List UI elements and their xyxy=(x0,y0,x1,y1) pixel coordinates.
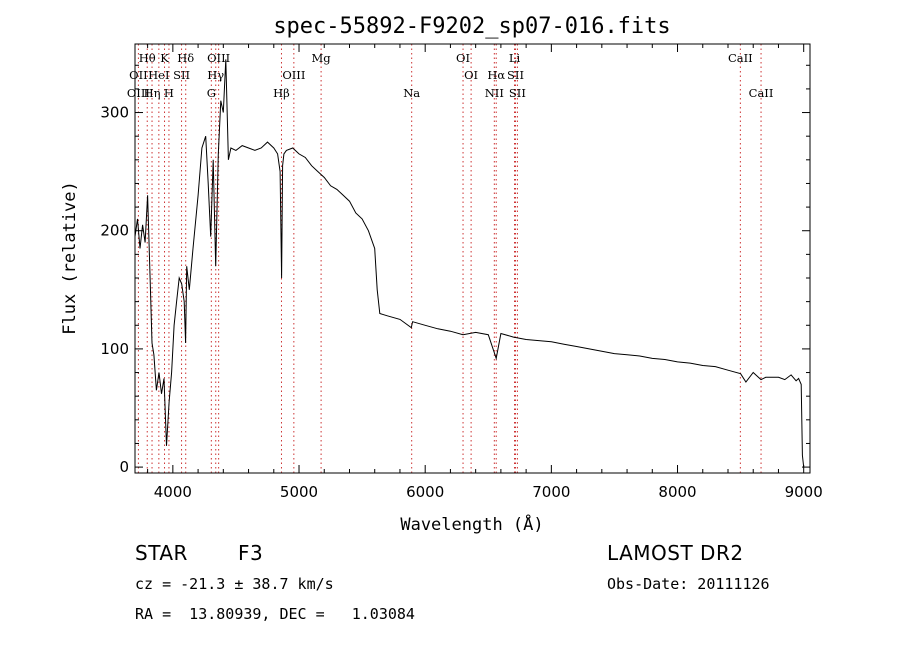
survey-name: LAMOST DR2 xyxy=(607,541,744,565)
marker-label: HeI xyxy=(148,68,169,82)
x-axis-ticks: 4000 5000 6000 7000 8000 9000 xyxy=(147,44,823,501)
marker-label: K xyxy=(160,51,169,65)
x-tick-label: 8000 xyxy=(658,483,696,501)
coordinates: RA = 13.80939, DEC = 1.03084 xyxy=(135,605,415,623)
y-axis-ticks: 0 100 200 300 xyxy=(100,64,810,476)
marker-label: CaII xyxy=(728,51,753,65)
marker-label: CaII xyxy=(749,86,774,100)
marker-label: OIII xyxy=(127,86,150,100)
marker-label: SII xyxy=(507,68,524,82)
marker-label: Hη xyxy=(144,86,161,100)
marker-label: Hθ xyxy=(139,51,156,65)
marker-label: Li xyxy=(509,51,521,65)
spectrum-line xyxy=(134,59,805,468)
x-axis-label: Wavelength (Å) xyxy=(400,513,543,535)
marker-label: Hγ xyxy=(207,68,224,82)
marker-label: OI xyxy=(464,68,478,82)
chart-title: spec-55892-F9202_sp07-016.fits xyxy=(273,14,670,39)
marker-label: H xyxy=(164,86,174,100)
marker-label: NII xyxy=(485,86,504,100)
marker-label: G xyxy=(207,86,216,100)
marker-label: OI xyxy=(456,51,470,65)
marker-lines xyxy=(137,44,762,473)
x-tick-label: 9000 xyxy=(785,483,823,501)
obs-date: Obs-Date: 20111126 xyxy=(607,575,770,593)
y-tick-label: 100 xyxy=(100,340,129,358)
marker-label: OIII xyxy=(282,68,305,82)
object-class: STAR xyxy=(135,541,188,565)
x-tick-label: 5000 xyxy=(280,483,318,501)
object-subclass: F3 xyxy=(238,541,264,565)
y-axis-label: Flux (relative) xyxy=(60,181,80,335)
marker-label: Hα xyxy=(487,68,505,82)
x-tick-label: 4000 xyxy=(154,483,192,501)
marker-label: OIII xyxy=(207,51,230,65)
marker-label: OII xyxy=(129,68,148,82)
marker-label: Hβ xyxy=(273,86,290,100)
x-tick-label: 6000 xyxy=(406,483,444,501)
y-tick-label: 300 xyxy=(100,104,129,122)
marker-label: Mg xyxy=(312,51,332,65)
marker-label: Na xyxy=(403,86,420,100)
marker-label: SII xyxy=(509,86,526,100)
x-tick-label: 7000 xyxy=(532,483,570,501)
y-tick-label: 0 xyxy=(119,458,129,476)
plot-frame xyxy=(134,43,811,474)
marker-label: SII xyxy=(173,68,190,82)
marker-label: Hδ xyxy=(177,51,194,65)
redshift-info: cz = -21.3 ± 38.7 km/s xyxy=(135,575,334,593)
y-tick-label: 200 xyxy=(100,222,129,240)
